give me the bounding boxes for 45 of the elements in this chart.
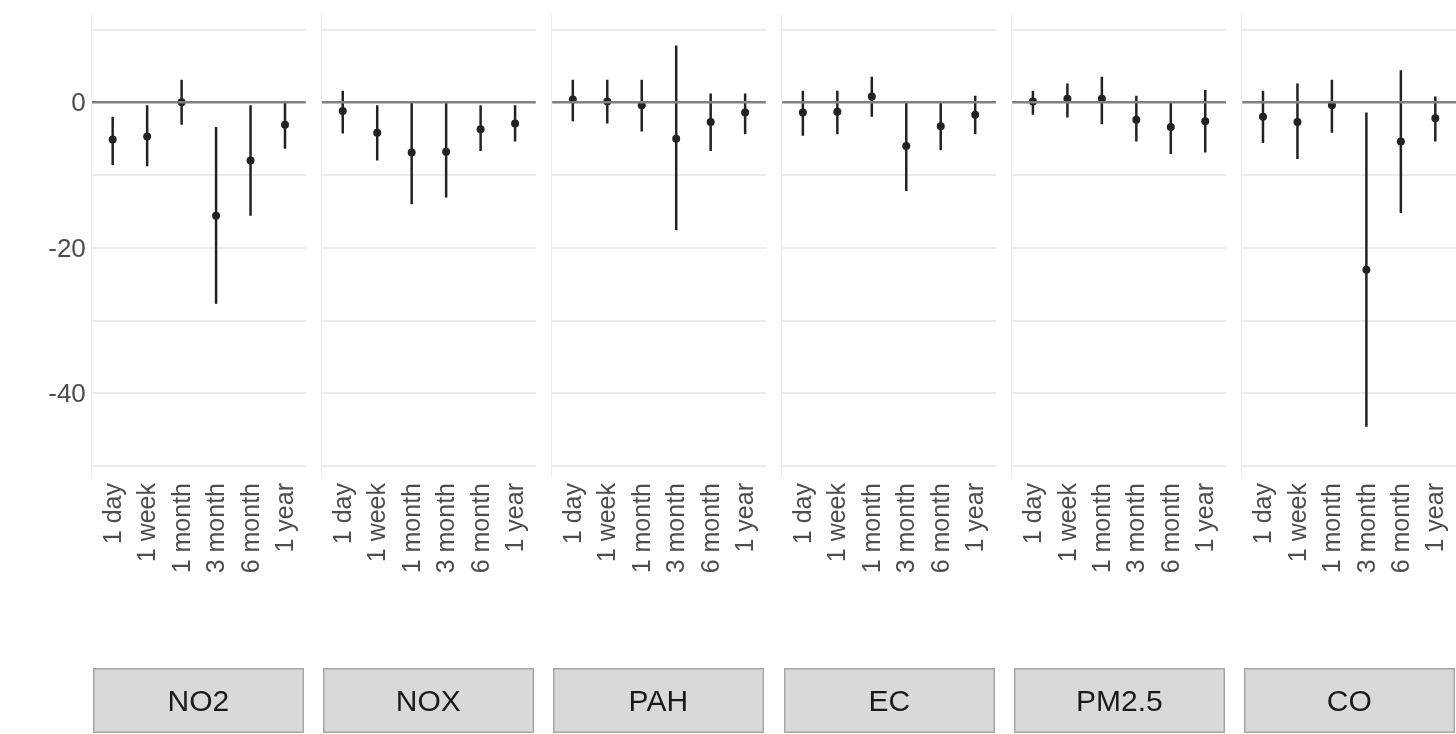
x-tick-label: 1 year <box>500 483 529 553</box>
text: PAH <box>628 684 689 717</box>
text: CO <box>1326 684 1372 717</box>
x-tick-label: 1 month <box>396 483 425 574</box>
x-tick-label: 1 day <box>557 482 586 545</box>
x-tick-label: 1 month <box>856 483 885 574</box>
x-tick-label: 6 month <box>235 483 264 574</box>
x-tick-label: 1 year <box>960 483 989 553</box>
x-tick-label: 1 day <box>1248 482 1277 545</box>
x-tick-label: 1 month <box>166 483 195 574</box>
x-tick-label: 3 month <box>1121 483 1150 574</box>
text: NOX <box>395 684 461 717</box>
x-tick-label: 3 month <box>1351 483 1380 574</box>
x-tick-label: 1 year <box>270 483 299 553</box>
x-tick-label: 1 week <box>1052 482 1081 563</box>
x-tick-label: 6 month <box>465 483 494 574</box>
x-tick-label: 3 month <box>661 483 690 574</box>
y-tick-label: -20 <box>48 232 86 263</box>
text: NO2 <box>167 684 230 717</box>
x-tick-label: 1 day <box>1018 482 1047 545</box>
x-tick-label: 6 month <box>925 483 954 574</box>
x-tick-label: 6 month <box>1385 483 1414 574</box>
x-tick-label: 1 month <box>626 483 655 574</box>
y-tick-label: -40 <box>48 378 86 409</box>
x-tick-label: 1 week <box>1282 482 1311 563</box>
text: PM2.5 <box>1075 684 1163 717</box>
text: EC <box>868 684 911 717</box>
x-tick-label: 1 day <box>327 482 356 545</box>
x-tick-label: 1 year <box>1420 483 1449 553</box>
x-tick-label: 1 month <box>1086 483 1115 574</box>
x-tick-label: 1 month <box>1317 483 1346 574</box>
x-tick-label: 1 week <box>592 482 621 563</box>
x-tick-label: 1 week <box>132 482 161 563</box>
x-tick-label: 6 month <box>1155 483 1184 574</box>
x-tick-label: 1 week <box>822 482 851 563</box>
x-tick-label: 3 month <box>201 483 230 574</box>
x-tick-label: 1 year <box>730 483 759 553</box>
x-tick-label: 1 week <box>362 482 391 563</box>
x-tick-label: 1 day <box>97 482 126 545</box>
x-tick-label: 1 year <box>1190 483 1219 553</box>
x-tick-label: 3 month <box>891 483 920 574</box>
x-tick-label: 6 month <box>695 483 724 574</box>
y-tick-label: 0 <box>71 87 86 118</box>
x-tick-label: 1 day <box>787 482 816 545</box>
x-tick-label: 3 month <box>431 483 460 574</box>
